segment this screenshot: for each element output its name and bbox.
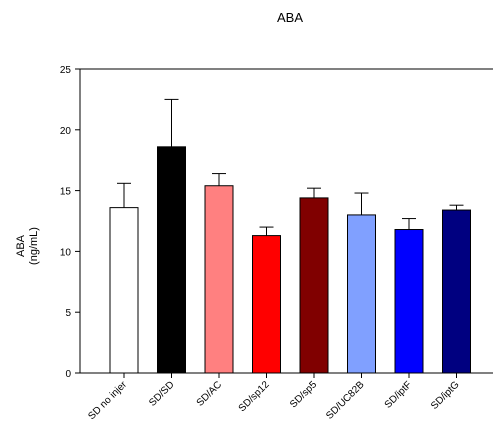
bar-7 [442,209,471,374]
y-axis-label-line1: ABA [15,234,27,257]
x-tick-label-0: SD no injer [86,379,129,422]
x-ticks: SD no injer SD/SD SD/AC SD/sp12 SD/sp5 SD/UC8… [86,373,462,422]
y-axis-label-line2: (ng/mL) [28,227,40,265]
x-tick-label-2: SD/AC [195,379,224,408]
bar-3 [252,235,281,374]
x-tick-label-5: SD/UC82B [324,379,367,422]
y-ticks: 0 5 10 15 20 25 [60,65,80,380]
error-bars [117,98,464,236]
y-tick-label-5: 25 [60,65,72,76]
axes [79,68,493,374]
x-tick-label-7: SD/iptG [429,379,462,412]
x-tick-label-6: SD/iptF [383,379,414,410]
x-tick-label-1: SD/SD [147,379,176,408]
chart-title: ABA [277,10,303,25]
bar-2 [204,185,234,374]
x-tick-label-3: SD/sp12 [237,379,272,414]
y-tick-label-3: 15 [60,187,72,198]
y-tick-label-0: 0 [65,369,71,380]
bar-4 [299,197,329,374]
bar-6 [394,229,424,374]
bar-5 [347,214,376,374]
bar-0 [109,207,139,374]
y-tick-label-1: 5 [65,308,71,319]
bar-1 [157,146,186,374]
y-tick-label-4: 20 [60,126,72,137]
x-tick-label-4: SD/sp5 [288,379,319,410]
y-tick-label-2: 10 [60,247,72,258]
bars [109,146,471,374]
